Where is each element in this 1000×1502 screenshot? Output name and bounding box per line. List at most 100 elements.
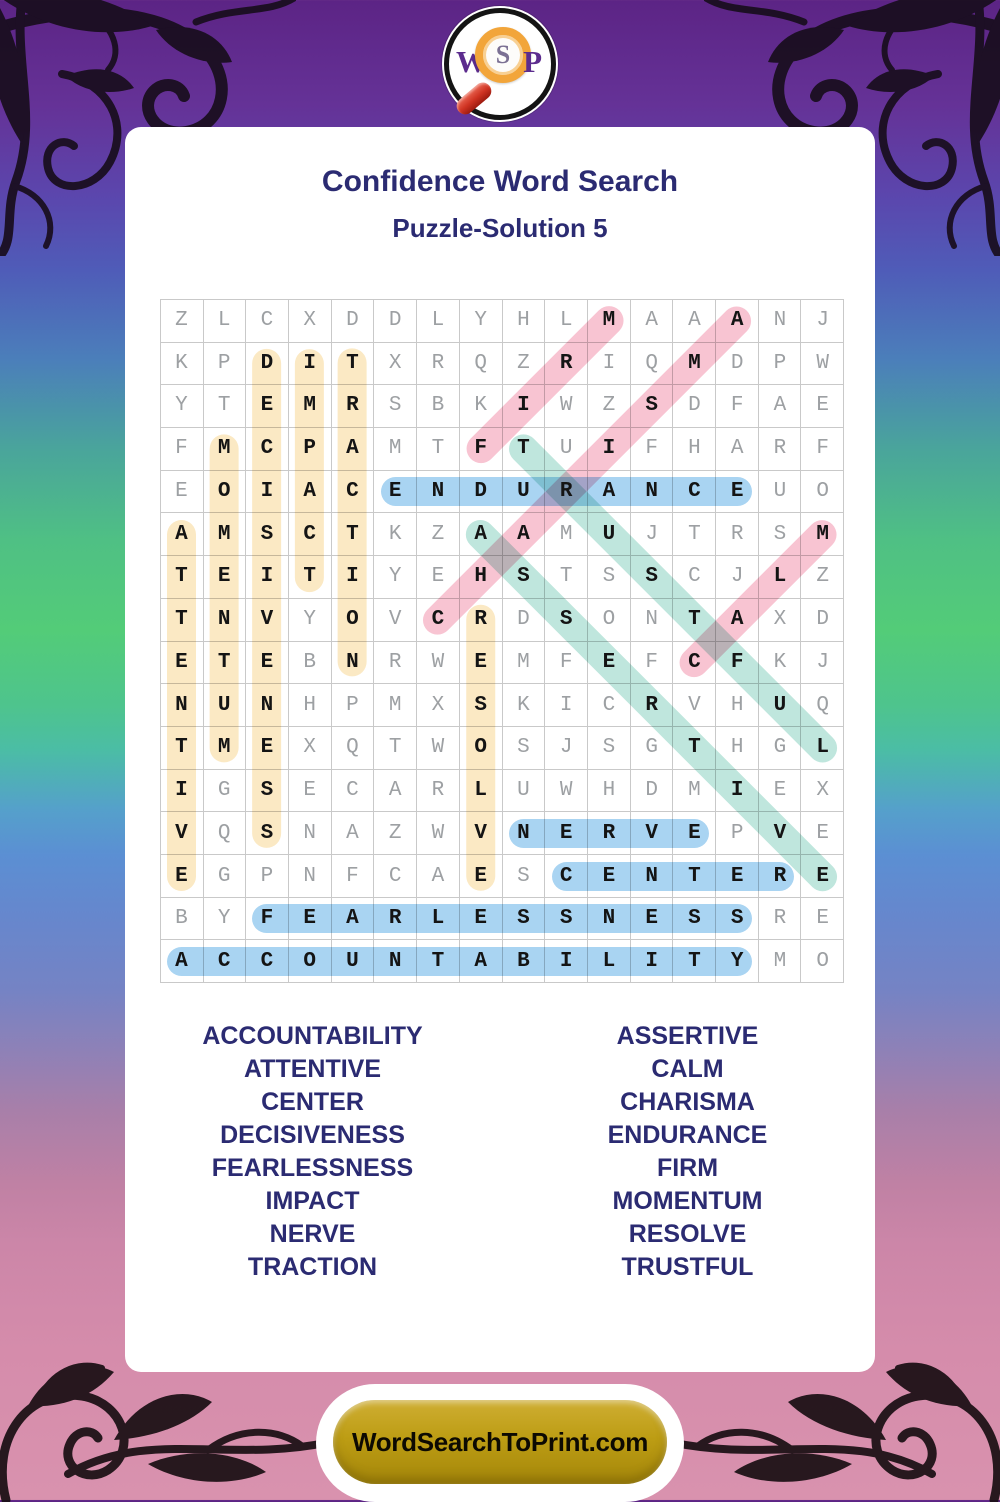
- grid-cell: D: [474, 479, 487, 503]
- grid-cell-border: [758, 897, 802, 941]
- word-list-item: CHARISMA: [620, 1088, 755, 1116]
- grid-cell-border: [587, 769, 631, 813]
- footer-pill: WordSearchToPrint.com: [316, 1384, 684, 1502]
- grid-cell: A: [773, 394, 787, 418]
- grid-cell: G: [645, 736, 658, 760]
- grid-cell-border: [374, 556, 418, 599]
- grid-cell: S: [559, 608, 573, 632]
- grid-cell: K: [388, 522, 402, 546]
- grid-cell: N: [517, 821, 530, 845]
- grid-cell: F: [559, 650, 573, 674]
- grid-cell: B: [175, 907, 188, 931]
- grid-cell: Q: [217, 821, 231, 845]
- grid-cell: M: [517, 650, 530, 674]
- grid-cell-border: [289, 854, 332, 898]
- grid-cell: E: [260, 736, 274, 760]
- grid-cell: G: [773, 736, 787, 760]
- grid-cell: R: [773, 864, 787, 888]
- grid-cell: P: [303, 437, 316, 461]
- grid-cell: M: [388, 693, 402, 717]
- grid-cell-border: [374, 428, 418, 471]
- grid-cell-border: [673, 428, 716, 471]
- grid-cell: C: [388, 864, 402, 888]
- grid-cell: C: [688, 650, 701, 674]
- grid-cell-border: [459, 854, 503, 898]
- grid-cell-border: [758, 769, 802, 813]
- grid-cell: V: [388, 608, 402, 632]
- grid-cell: M: [217, 736, 231, 760]
- grid-cell-border: [715, 385, 759, 429]
- grid-cell: E: [688, 821, 701, 845]
- grid-cell-border: [331, 684, 375, 727]
- grid-cell-border: [459, 300, 503, 343]
- grid-cell-border: [801, 641, 844, 685]
- grid-cell-border: [545, 513, 588, 557]
- grid-cell: T: [688, 950, 701, 974]
- word-list-item: TRACTION: [247, 1253, 378, 1281]
- grid-cell-border: [417, 812, 460, 855]
- grid-cell: I: [602, 437, 616, 461]
- grid-cell-border: [587, 300, 631, 343]
- grid-cell: W: [816, 351, 829, 375]
- grid-cell: N: [602, 907, 616, 931]
- grid-cell: R: [773, 437, 787, 461]
- grid-cell-border: [545, 769, 588, 813]
- grid-cell: N: [645, 479, 658, 503]
- grid-cell-border: [715, 300, 759, 343]
- word-list-item: FEARLESSNESS: [211, 1154, 414, 1182]
- grid-cell: Z: [175, 308, 188, 332]
- grid-cell-border: [673, 556, 716, 599]
- grid-cell: P: [217, 351, 231, 375]
- grid-cell: S: [260, 522, 274, 546]
- grid-cell: S: [602, 565, 616, 589]
- grid-cell-border: [417, 513, 460, 557]
- grid-cell-border: [502, 726, 546, 770]
- grid-cell-border: [630, 769, 674, 813]
- grid-cell-border: [374, 726, 418, 770]
- grid-cell-border: [545, 726, 588, 770]
- grid-cell: C: [303, 522, 316, 546]
- grid-cell-border: [161, 342, 204, 386]
- grid-cell: E: [303, 907, 316, 931]
- website-button[interactable]: WordSearchToPrint.com: [333, 1400, 667, 1484]
- grid-cell: P: [773, 351, 787, 375]
- grid-cell: O: [474, 736, 487, 760]
- grid-cell-border: [630, 300, 674, 343]
- grid-cell-border: [417, 684, 460, 727]
- grid-cell-border: [417, 726, 460, 770]
- grid-cell-border: [673, 641, 716, 685]
- grid-cell: N: [175, 693, 188, 717]
- grid-cell-border: [502, 769, 546, 813]
- grid-cell-border: [758, 385, 802, 429]
- grid-cell-border: [801, 385, 844, 429]
- grid-cell: C: [602, 693, 616, 717]
- grid-cell: A: [431, 864, 445, 888]
- grid-cell-border: [459, 342, 503, 386]
- grid-cell-border: [374, 769, 418, 813]
- grid-cell: S: [773, 522, 787, 546]
- grid-cell: R: [559, 479, 573, 503]
- grid-cell: R: [730, 522, 744, 546]
- grid-cell-border: [417, 428, 460, 471]
- grid-cell: E: [645, 907, 658, 931]
- page-title: Confidence Word Search: [321, 165, 679, 198]
- grid-cell: R: [474, 608, 487, 632]
- grid-cell: R: [773, 907, 787, 931]
- grid-cell-border: [630, 513, 674, 557]
- grid-cell: B: [303, 650, 316, 674]
- grid-cell: A: [474, 950, 487, 974]
- grid-cell: Y: [730, 950, 744, 974]
- grid-cell: X: [431, 693, 445, 717]
- grid-cell: X: [388, 351, 402, 375]
- grid-cell: U: [517, 779, 530, 803]
- grid-cell: A: [346, 437, 359, 461]
- grid-cell: E: [474, 650, 487, 674]
- grid-cell: E: [816, 821, 829, 845]
- grid-cell-border: [203, 385, 247, 429]
- grid-cell-border: [331, 769, 375, 813]
- grid-cell: A: [346, 821, 359, 845]
- grid-cell: S: [645, 565, 658, 589]
- grid-cell-border: [374, 385, 418, 429]
- grid-cell-border: [715, 428, 759, 471]
